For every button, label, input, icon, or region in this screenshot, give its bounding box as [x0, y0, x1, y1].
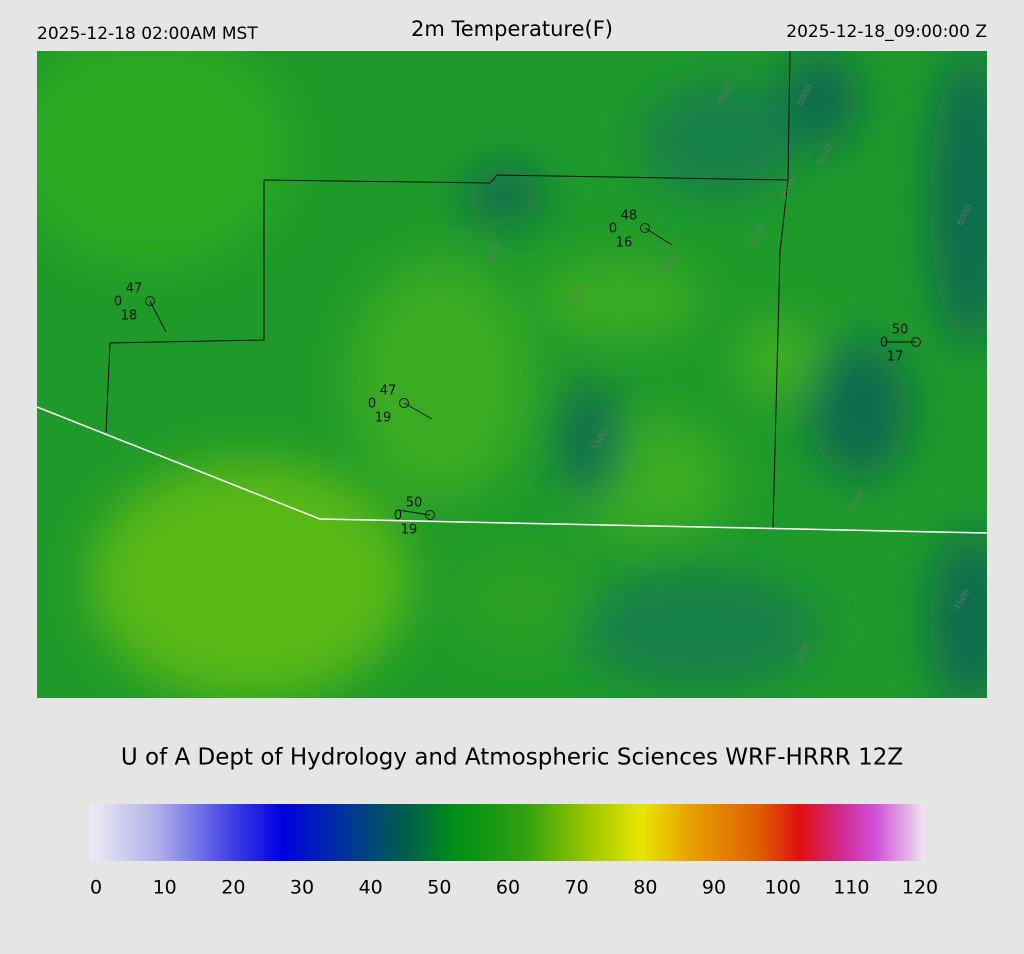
wind-barb [149, 300, 167, 333]
station-dew: 19 [401, 523, 418, 538]
colorbar-tick-label: 80 [633, 877, 657, 899]
station-circle [425, 510, 435, 520]
boundary [105, 180, 265, 433]
header-right: 2025-12-18_09:00:00 Z [786, 22, 987, 42]
station-temp: 47 [380, 384, 397, 399]
colorbar-tick-label: 100 [765, 877, 801, 899]
colorbar [90, 804, 925, 861]
wind-barb [644, 227, 673, 246]
station-wind: 0 [394, 509, 402, 524]
station-temp: 50 [892, 323, 909, 338]
station-dew: 16 [616, 236, 633, 251]
station-dew: 17 [887, 350, 904, 365]
station-temp: 48 [621, 209, 638, 224]
wind-barb [397, 509, 431, 516]
colorbar-tick-label: 120 [902, 877, 938, 899]
boundary [787, 51, 791, 181]
colorbar-tick-label: 0 [90, 877, 102, 899]
colorbar-tick-label: 110 [833, 877, 869, 899]
station-circle [640, 223, 650, 233]
colorbar-tick-label: 40 [359, 877, 383, 899]
station-dew: 19 [375, 411, 392, 426]
colorbar-tick-label: 90 [702, 877, 726, 899]
colorbar-tick-label: 10 [153, 877, 177, 899]
wind-barb [403, 402, 433, 420]
station-wind: 0 [609, 222, 617, 237]
station-temp: 47 [126, 282, 143, 297]
station-temp: 50 [406, 496, 423, 511]
station-wind: 0 [114, 295, 122, 310]
map-title: 2m Temperature(F) [411, 17, 613, 41]
state-border [37, 406, 987, 534]
station-dew: 18 [121, 309, 138, 324]
colorbar-ticks: 0 10 20 30 40 50 60 70 80 90 100 110 120 [90, 877, 938, 899]
colorbar-tick-label: 50 [427, 877, 451, 899]
boundary [263, 174, 789, 529]
footer: U of A Dept of Hydrology and Atmospheric… [121, 745, 903, 771]
colorbar-tick-label: 70 [565, 877, 589, 899]
station-wind: 0 [880, 336, 888, 351]
station-wind: 0 [368, 397, 376, 412]
colorbar-tick-label: 30 [290, 877, 314, 899]
station-circle [145, 296, 155, 306]
header-left: 2025-12-18 02:00AM MST [37, 24, 258, 44]
station-circle [911, 337, 921, 347]
colorbar-tick-label: 60 [496, 877, 520, 899]
colorbar-tick-label: 20 [221, 877, 245, 899]
station-circle [399, 398, 409, 408]
